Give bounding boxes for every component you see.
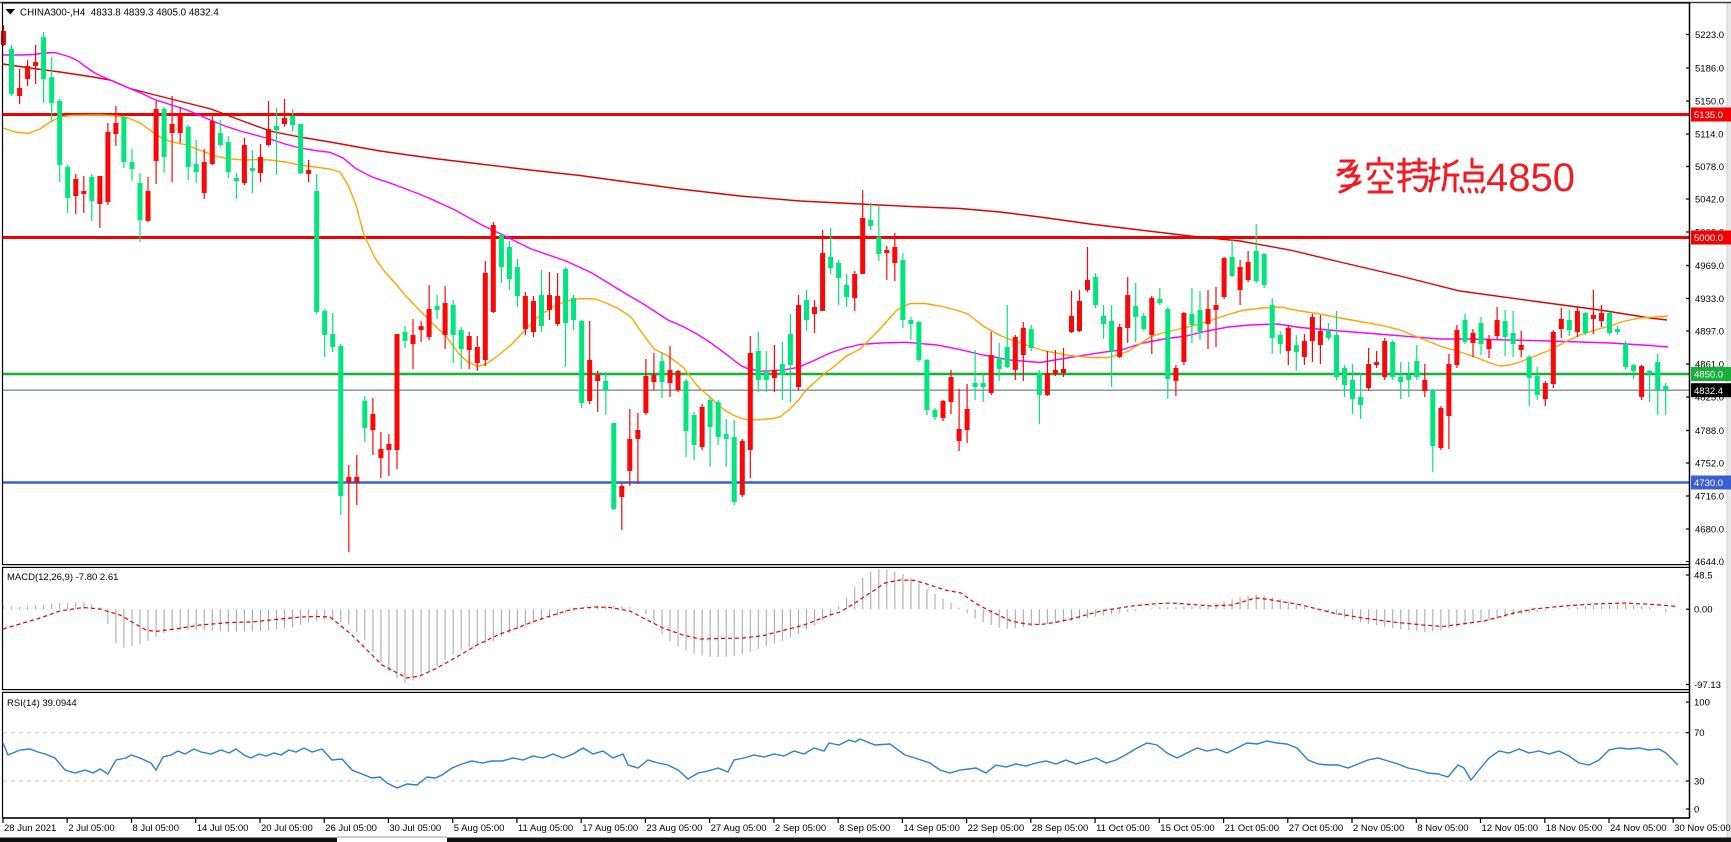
svg-text:70: 70	[1694, 728, 1705, 739]
svg-text:4752.0: 4752.0	[1695, 459, 1724, 470]
svg-text:5135.0: 5135.0	[1694, 110, 1723, 121]
svg-text:30 Jul 05:00: 30 Jul 05:00	[389, 823, 441, 834]
svg-text:24 Nov 05:00: 24 Nov 05:00	[1610, 823, 1667, 834]
svg-text:18 Nov 05:00: 18 Nov 05:00	[1546, 823, 1603, 834]
svg-text:4825.0: 4825.0	[1695, 393, 1724, 404]
svg-text:4850.0: 4850.0	[1694, 370, 1723, 381]
svg-text:CHINA300-,H4 4833.8 4839.3 48: CHINA300-,H4 4833.8 4839.3 4805.0 4832.4	[20, 8, 219, 19]
svg-text:27 Aug 05:00: 27 Aug 05:00	[711, 823, 767, 834]
svg-text:14 Sep 05:00: 14 Sep 05:00	[903, 823, 960, 834]
svg-text:21 Oct 05:00: 21 Oct 05:00	[1225, 823, 1279, 834]
svg-text:4716.0: 4716.0	[1695, 492, 1724, 503]
svg-text:5042.0: 5042.0	[1695, 195, 1724, 206]
svg-text:12 Nov 05:00: 12 Nov 05:00	[1482, 823, 1539, 834]
svg-text:17 Aug 05:00: 17 Aug 05:00	[582, 823, 638, 834]
svg-text:15 Oct 05:00: 15 Oct 05:00	[1160, 823, 1214, 834]
svg-text:26 Jul 05:00: 26 Jul 05:00	[325, 823, 377, 834]
svg-text:5223.0: 5223.0	[1695, 30, 1724, 41]
svg-text:4969.0: 4969.0	[1695, 261, 1724, 272]
svg-text:4933.0: 4933.0	[1695, 294, 1724, 305]
svg-text:0: 0	[1694, 805, 1699, 816]
svg-text:11 Aug 05:00: 11 Aug 05:00	[518, 823, 573, 834]
svg-text:28 Sep 05:00: 28 Sep 05:00	[1032, 823, 1089, 834]
svg-text:22 Sep 05:00: 22 Sep 05:00	[968, 823, 1025, 834]
svg-text:4788.0: 4788.0	[1695, 426, 1724, 437]
svg-text:5 Aug 05:00: 5 Aug 05:00	[454, 823, 505, 834]
svg-text:4850: 4850	[1486, 156, 1575, 200]
svg-text:4832.4: 4832.4	[1694, 386, 1723, 397]
svg-text:5000.0: 5000.0	[1694, 233, 1723, 244]
svg-text:2 Nov 05:00: 2 Nov 05:00	[1353, 823, 1404, 834]
svg-text:2 Sep 05:00: 2 Sep 05:00	[775, 823, 826, 834]
svg-text:5078.0: 5078.0	[1695, 162, 1724, 173]
svg-text:4680.0: 4680.0	[1695, 525, 1724, 536]
svg-text:4897.0: 4897.0	[1695, 327, 1724, 338]
svg-text:RSI(14) 39.0944: RSI(14) 39.0944	[7, 698, 77, 709]
svg-text:4644.0: 4644.0	[1695, 557, 1724, 568]
svg-text:5186.0: 5186.0	[1695, 64, 1724, 75]
svg-text:4861.0: 4861.0	[1695, 360, 1724, 371]
svg-text:MACD(12,26,9) -7.80 2.61: MACD(12,26,9) -7.80 2.61	[7, 572, 118, 583]
svg-text:8 Nov 05:00: 8 Nov 05:00	[1417, 823, 1468, 834]
svg-text:11 Oct 05:00: 11 Oct 05:00	[1096, 823, 1150, 834]
svg-text:4730.0: 4730.0	[1694, 478, 1723, 489]
svg-text:8 Jul 05:00: 8 Jul 05:00	[133, 823, 179, 834]
svg-text:100: 100	[1694, 698, 1710, 709]
svg-text:2 Jul 05:00: 2 Jul 05:00	[68, 823, 114, 834]
svg-text:28 Jun 2021: 28 Jun 2021	[4, 823, 56, 834]
svg-text:8 Sep 05:00: 8 Sep 05:00	[839, 823, 890, 834]
svg-text:-97.13: -97.13	[1694, 680, 1721, 691]
svg-text:5150.0: 5150.0	[1695, 97, 1724, 108]
svg-text:30 Nov 05:00: 30 Nov 05:00	[1674, 823, 1731, 834]
svg-text:30: 30	[1694, 777, 1705, 788]
svg-text:27 Oct 05:00: 27 Oct 05:00	[1289, 823, 1343, 834]
svg-text:0.00: 0.00	[1694, 605, 1713, 616]
svg-text:20 Jul 05:00: 20 Jul 05:00	[261, 823, 313, 834]
svg-text:14 Jul 05:00: 14 Jul 05:00	[197, 823, 249, 834]
svg-text:48.5: 48.5	[1694, 571, 1713, 582]
svg-text:5114.0: 5114.0	[1695, 130, 1723, 141]
svg-text:23 Aug 05:00: 23 Aug 05:00	[646, 823, 702, 834]
